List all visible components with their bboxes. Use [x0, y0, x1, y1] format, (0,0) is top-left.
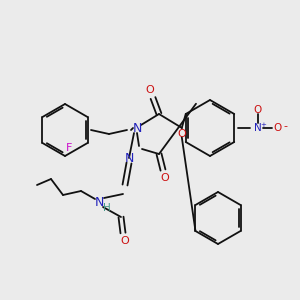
Text: H: H [103, 203, 111, 213]
Text: N: N [254, 123, 262, 133]
Text: O: O [254, 105, 262, 115]
Text: O: O [274, 123, 282, 133]
Text: N: N [132, 122, 142, 134]
Text: -: - [283, 121, 287, 131]
Text: +: + [260, 122, 266, 128]
Text: O: O [121, 236, 129, 246]
Text: O: O [177, 129, 186, 139]
Text: N: N [94, 196, 104, 209]
Text: O: O [160, 173, 169, 183]
Text: F: F [66, 143, 72, 153]
Text: O: O [146, 85, 154, 95]
Text: N: N [124, 152, 134, 164]
